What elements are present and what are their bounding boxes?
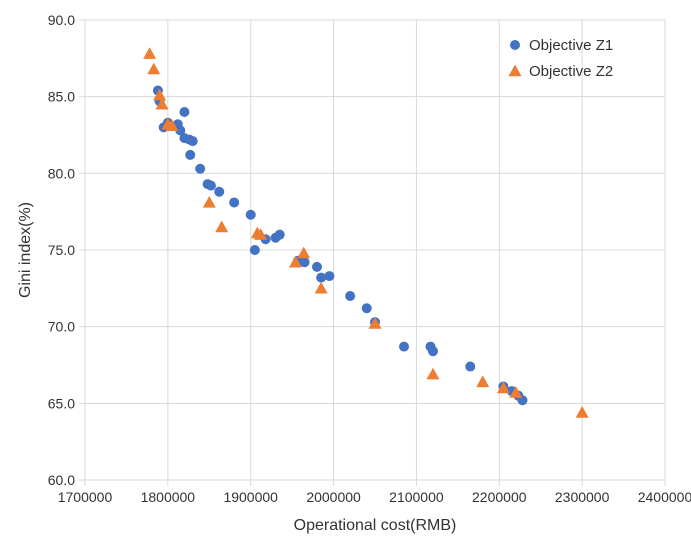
marker-circle xyxy=(428,346,438,356)
marker-circle xyxy=(250,245,260,255)
marker-circle xyxy=(312,262,322,272)
marker-circle xyxy=(300,257,310,267)
x-tick-label: 2000000 xyxy=(306,489,361,505)
x-tick-label: 1900000 xyxy=(223,489,278,505)
x-axis-label: Operational cost(RMB) xyxy=(294,517,457,534)
x-tick-label: 2200000 xyxy=(472,489,527,505)
y-tick-label: 85.0 xyxy=(48,89,75,105)
legend-label: Objective Z1 xyxy=(529,37,613,54)
x-tick-label: 1800000 xyxy=(141,489,196,505)
x-tick-label: 2400000 xyxy=(638,489,691,505)
marker-circle xyxy=(275,230,285,240)
marker-circle xyxy=(179,107,189,117)
marker-circle xyxy=(399,342,409,352)
legend-label: Objective Z2 xyxy=(529,63,613,80)
marker-circle xyxy=(510,40,520,50)
x-tick-label: 2100000 xyxy=(389,489,444,505)
scatter-chart: 1700000 1800000 1900000 2000000 2100000 22000… xyxy=(0,0,691,548)
x-tick-label: 1700000 xyxy=(58,489,113,505)
marker-circle xyxy=(345,291,355,301)
y-tick-label: 90.0 xyxy=(48,12,75,28)
y-tick-label: 60.0 xyxy=(48,472,75,488)
chart-container: 1700000 1800000 1900000 2000000 2100000 22000… xyxy=(0,0,691,548)
marker-circle xyxy=(214,187,224,197)
marker-circle xyxy=(229,197,239,207)
y-tick-label: 80.0 xyxy=(48,165,75,181)
marker-circle xyxy=(465,362,475,372)
y-axis-label: Gini index(%) xyxy=(17,202,34,298)
marker-circle xyxy=(324,271,334,281)
marker-circle xyxy=(362,303,372,313)
marker-circle xyxy=(316,273,326,283)
marker-circle xyxy=(195,164,205,174)
marker-circle xyxy=(185,150,195,160)
y-tick-label: 70.0 xyxy=(48,319,75,335)
marker-circle xyxy=(246,210,256,220)
y-tick-label: 75.0 xyxy=(48,242,75,258)
marker-circle xyxy=(188,136,198,146)
marker-circle xyxy=(206,181,216,191)
x-tick-label: 2300000 xyxy=(555,489,610,505)
y-tick-label: 65.0 xyxy=(48,395,75,411)
